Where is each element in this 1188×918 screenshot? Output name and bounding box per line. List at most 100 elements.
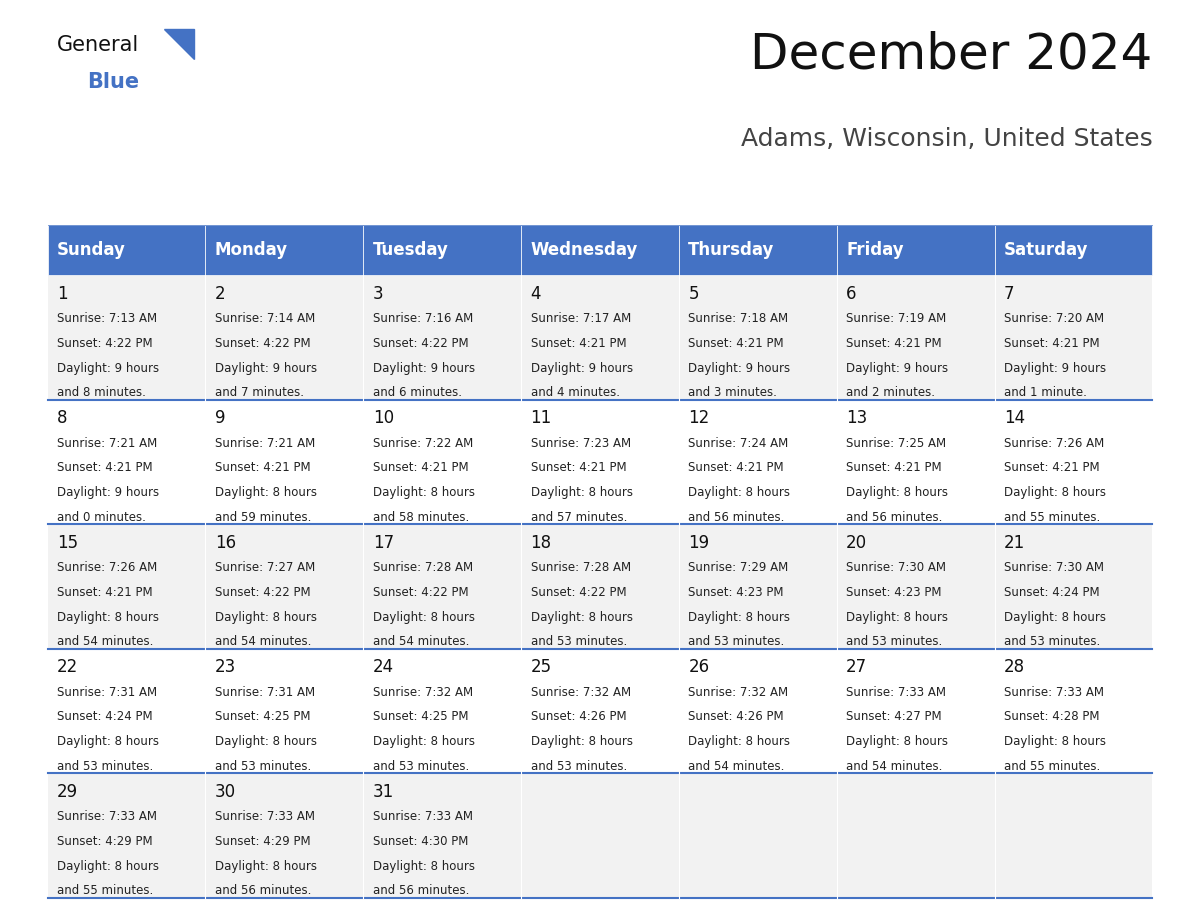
Text: Sunset: 4:22 PM: Sunset: 4:22 PM <box>531 586 626 599</box>
Text: and 56 minutes.: and 56 minutes. <box>215 884 311 898</box>
Bar <box>678 649 836 773</box>
Text: 16: 16 <box>215 533 236 552</box>
Bar <box>48 225 206 275</box>
Text: Daylight: 8 hours: Daylight: 8 hours <box>57 735 159 748</box>
Text: Sunrise: 7:26 AM: Sunrise: 7:26 AM <box>1004 437 1105 450</box>
Text: 2: 2 <box>215 285 226 303</box>
Text: Daylight: 8 hours: Daylight: 8 hours <box>373 859 475 873</box>
Bar <box>836 225 994 275</box>
Text: and 54 minutes.: and 54 minutes. <box>846 760 942 773</box>
Text: 21: 21 <box>1004 533 1025 552</box>
Bar <box>678 225 836 275</box>
Text: Sunrise: 7:22 AM: Sunrise: 7:22 AM <box>373 437 473 450</box>
Text: Sunrise: 7:33 AM: Sunrise: 7:33 AM <box>57 810 157 823</box>
Text: Friday: Friday <box>846 241 904 259</box>
Text: 27: 27 <box>846 658 867 676</box>
Bar <box>522 275 678 400</box>
Text: Sunrise: 7:21 AM: Sunrise: 7:21 AM <box>215 437 315 450</box>
Bar <box>364 524 522 649</box>
Text: and 53 minutes.: and 53 minutes. <box>1004 635 1100 648</box>
Text: Sunrise: 7:31 AM: Sunrise: 7:31 AM <box>57 686 157 699</box>
Text: Monday: Monday <box>215 241 287 259</box>
Text: Daylight: 8 hours: Daylight: 8 hours <box>373 735 475 748</box>
Text: Sunset: 4:21 PM: Sunset: 4:21 PM <box>531 337 626 350</box>
Text: 30: 30 <box>215 782 236 800</box>
Text: Sunrise: 7:33 AM: Sunrise: 7:33 AM <box>373 810 473 823</box>
Text: Sunrise: 7:32 AM: Sunrise: 7:32 AM <box>373 686 473 699</box>
Text: and 1 minute.: and 1 minute. <box>1004 386 1087 399</box>
Text: Sunset: 4:21 PM: Sunset: 4:21 PM <box>57 586 152 599</box>
Text: and 53 minutes.: and 53 minutes. <box>57 760 153 773</box>
Text: Sunrise: 7:31 AM: Sunrise: 7:31 AM <box>215 686 315 699</box>
Bar <box>994 400 1152 524</box>
Text: Sunset: 4:21 PM: Sunset: 4:21 PM <box>1004 337 1100 350</box>
Text: 14: 14 <box>1004 409 1025 427</box>
Text: Thursday: Thursday <box>688 241 775 259</box>
Text: Sunset: 4:21 PM: Sunset: 4:21 PM <box>1004 462 1100 475</box>
Text: Daylight: 9 hours: Daylight: 9 hours <box>846 362 948 375</box>
Text: Daylight: 9 hours: Daylight: 9 hours <box>57 362 159 375</box>
Text: Sunset: 4:26 PM: Sunset: 4:26 PM <box>531 711 626 723</box>
Text: Sunrise: 7:24 AM: Sunrise: 7:24 AM <box>688 437 789 450</box>
Bar <box>678 524 836 649</box>
Text: 31: 31 <box>373 782 394 800</box>
Bar <box>522 225 678 275</box>
Text: Daylight: 8 hours: Daylight: 8 hours <box>1004 610 1106 623</box>
Text: and 53 minutes.: and 53 minutes. <box>373 760 469 773</box>
Text: Sunset: 4:23 PM: Sunset: 4:23 PM <box>688 586 784 599</box>
Text: Daylight: 8 hours: Daylight: 8 hours <box>1004 735 1106 748</box>
Bar <box>522 773 678 898</box>
Text: 29: 29 <box>57 782 78 800</box>
Text: Sunset: 4:28 PM: Sunset: 4:28 PM <box>1004 711 1100 723</box>
Text: Daylight: 9 hours: Daylight: 9 hours <box>215 362 317 375</box>
Bar <box>364 225 522 275</box>
Text: 25: 25 <box>531 658 551 676</box>
Text: Daylight: 8 hours: Daylight: 8 hours <box>846 487 948 499</box>
Text: Sunrise: 7:23 AM: Sunrise: 7:23 AM <box>531 437 631 450</box>
Text: Daylight: 8 hours: Daylight: 8 hours <box>373 610 475 623</box>
Text: Tuesday: Tuesday <box>373 241 449 259</box>
Text: and 58 minutes.: and 58 minutes. <box>373 511 469 524</box>
Text: Sunrise: 7:32 AM: Sunrise: 7:32 AM <box>688 686 789 699</box>
Text: and 56 minutes.: and 56 minutes. <box>846 511 942 524</box>
Text: Sunrise: 7:18 AM: Sunrise: 7:18 AM <box>688 312 789 325</box>
Text: Sunrise: 7:13 AM: Sunrise: 7:13 AM <box>57 312 157 325</box>
Text: Daylight: 8 hours: Daylight: 8 hours <box>57 610 159 623</box>
Text: and 54 minutes.: and 54 minutes. <box>215 635 311 648</box>
Text: Sunset: 4:22 PM: Sunset: 4:22 PM <box>215 586 310 599</box>
Text: Daylight: 9 hours: Daylight: 9 hours <box>373 362 475 375</box>
Bar <box>206 275 364 400</box>
Bar <box>364 649 522 773</box>
Bar <box>994 649 1152 773</box>
Bar <box>994 275 1152 400</box>
Text: Sunrise: 7:33 AM: Sunrise: 7:33 AM <box>1004 686 1104 699</box>
Bar <box>994 773 1152 898</box>
Text: Sunrise: 7:32 AM: Sunrise: 7:32 AM <box>531 686 631 699</box>
Text: Daylight: 8 hours: Daylight: 8 hours <box>531 610 632 623</box>
Bar <box>48 524 206 649</box>
Text: Daylight: 8 hours: Daylight: 8 hours <box>1004 487 1106 499</box>
Bar <box>48 773 206 898</box>
Text: Daylight: 9 hours: Daylight: 9 hours <box>1004 362 1106 375</box>
Text: Sunset: 4:25 PM: Sunset: 4:25 PM <box>215 711 310 723</box>
Bar <box>48 649 206 773</box>
Bar <box>836 275 994 400</box>
Text: Saturday: Saturday <box>1004 241 1088 259</box>
Text: 26: 26 <box>688 658 709 676</box>
Text: Daylight: 9 hours: Daylight: 9 hours <box>688 362 790 375</box>
Text: Sunset: 4:29 PM: Sunset: 4:29 PM <box>215 834 310 848</box>
Text: 23: 23 <box>215 658 236 676</box>
Text: Sunrise: 7:29 AM: Sunrise: 7:29 AM <box>688 561 789 574</box>
Text: Daylight: 8 hours: Daylight: 8 hours <box>531 487 632 499</box>
Text: 10: 10 <box>373 409 393 427</box>
Text: and 53 minutes.: and 53 minutes. <box>688 635 784 648</box>
Text: 19: 19 <box>688 533 709 552</box>
Text: Sunset: 4:29 PM: Sunset: 4:29 PM <box>57 834 152 848</box>
Text: Sunrise: 7:33 AM: Sunrise: 7:33 AM <box>215 810 315 823</box>
Bar <box>48 400 206 524</box>
Text: 28: 28 <box>1004 658 1025 676</box>
Text: Sunrise: 7:28 AM: Sunrise: 7:28 AM <box>373 561 473 574</box>
Text: and 55 minutes.: and 55 minutes. <box>1004 511 1100 524</box>
Text: 24: 24 <box>373 658 393 676</box>
Text: Sunrise: 7:14 AM: Sunrise: 7:14 AM <box>215 312 315 325</box>
